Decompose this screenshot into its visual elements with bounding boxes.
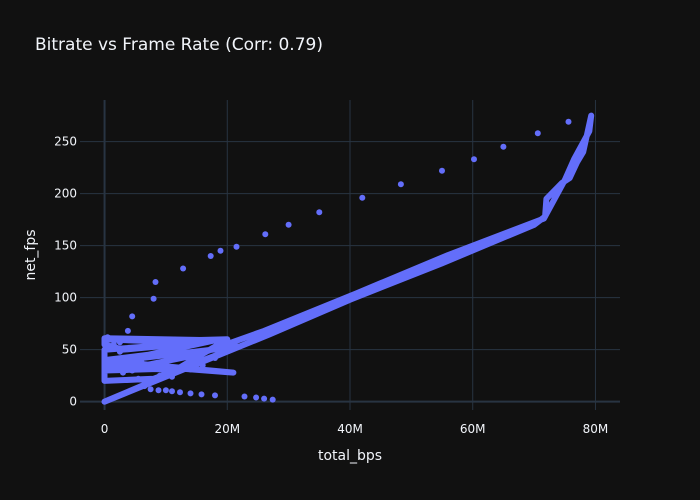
y-tick-label: 50 (62, 343, 77, 357)
data-point (162, 387, 169, 394)
y-tick-label: 150 (54, 239, 77, 253)
y-tick-label: 0 (69, 395, 77, 409)
x-tick-label: 0 (101, 422, 109, 436)
x-tick-label: 60M (460, 422, 486, 436)
x-axis-title: total_bps (318, 448, 382, 464)
data-point (233, 243, 240, 250)
axis-ticks: 0 20M 40M 60M 80M 0 50 100 150 200 250 (54, 135, 608, 436)
data-point (241, 393, 248, 400)
data-point (316, 209, 323, 216)
data-point (534, 130, 541, 137)
y-axis-title: net_fps (23, 229, 39, 280)
data-point (261, 395, 268, 402)
data-point (152, 279, 159, 285)
x-tick-label: 40M (337, 422, 363, 436)
data-point (198, 391, 205, 398)
data-point (439, 167, 445, 174)
x-tick-label: 20M (214, 422, 240, 436)
data-point (180, 265, 187, 272)
data-point (471, 156, 477, 163)
plot-area (101, 112, 595, 405)
data-point (207, 253, 214, 259)
data-point (565, 118, 572, 125)
data-point (217, 247, 224, 254)
data-point (155, 387, 162, 394)
data-point (397, 181, 404, 188)
data-point (285, 221, 292, 228)
y-tick-label: 250 (54, 135, 77, 149)
x-tick-label: 80M (583, 422, 609, 436)
data-line (101, 112, 595, 405)
data-point (177, 389, 183, 396)
y-tick-label: 200 (54, 187, 77, 201)
data-point (187, 390, 194, 397)
data-point (500, 143, 507, 150)
data-point (129, 313, 136, 320)
data-point (150, 295, 157, 302)
data-point (359, 194, 366, 201)
data-point (212, 392, 218, 399)
data-point (253, 394, 260, 401)
chart-title: Bitrate vs Frame Rate (Corr: 0.79) (35, 35, 323, 55)
y-tick-label: 100 (54, 291, 77, 305)
data-point (269, 396, 276, 403)
data-point (147, 386, 154, 393)
data-point (124, 327, 131, 334)
data-point (262, 231, 269, 238)
data-point (169, 388, 175, 395)
